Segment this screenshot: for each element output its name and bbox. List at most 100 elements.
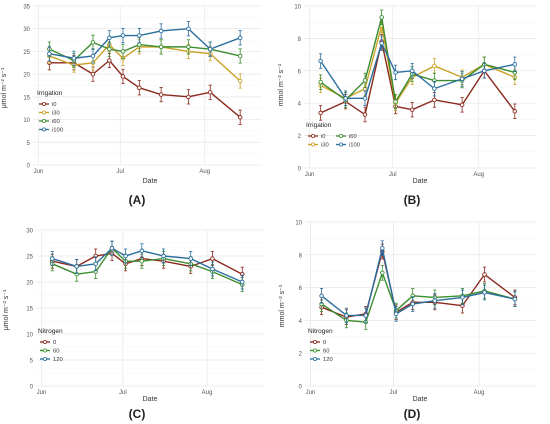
data-point	[107, 35, 112, 41]
y-tick-label: 20	[26, 281, 33, 287]
chart-d: 0 2 4 6 8 10 Jun Jul Aug Date mmol m⁻² s⁻¹ Nitrogen…	[279, 221, 537, 403]
series-line-60	[321, 272, 516, 323]
panel-label-d: (D)	[404, 407, 421, 421]
data-point	[432, 63, 437, 69]
x-tick-label: Aug	[473, 172, 484, 178]
data-point	[240, 279, 245, 285]
series-line-i60	[49, 41, 241, 62]
y-tick-label: 0	[30, 385, 34, 391]
series-line-i0	[320, 40, 516, 116]
data-point	[90, 40, 96, 45]
legend-swatch-point	[43, 348, 48, 353]
legend-title: Irrigation	[37, 90, 63, 97]
y-tick-label: 10	[26, 333, 33, 339]
legend-label-0: 0	[323, 340, 326, 346]
legend-swatch-point	[42, 110, 47, 115]
data-point	[207, 46, 213, 52]
y-tick-label: 0	[298, 167, 302, 173]
data-point	[74, 264, 79, 269]
panel-label-a: (A)	[129, 193, 146, 207]
series-line-i0	[49, 59, 241, 118]
legend-swatch-point	[43, 356, 48, 361]
data-point	[393, 311, 399, 317]
data-point	[482, 68, 487, 74]
data-point	[432, 298, 438, 303]
legend-swatch-point	[312, 356, 317, 361]
legend-swatch-point	[42, 102, 47, 107]
data-point	[432, 86, 437, 91]
data-point	[158, 44, 164, 50]
y-tick-label: 5	[30, 359, 34, 365]
x-axis-label: Date	[413, 178, 428, 185]
data-point	[188, 256, 193, 261]
x-axis-label: Date	[143, 178, 158, 185]
data-point	[379, 15, 384, 20]
data-point	[459, 76, 465, 82]
y-tick-label: 4	[298, 102, 302, 108]
legend-label-60: 60	[323, 349, 329, 355]
data-point	[107, 46, 112, 52]
y-tick-label: 0	[27, 164, 31, 170]
y-tick-label: 6	[298, 69, 302, 75]
series-line-120	[321, 247, 516, 317]
data-point	[237, 35, 243, 41]
y-tick-label: 2	[298, 134, 302, 140]
data-point	[393, 70, 398, 75]
data-point	[410, 301, 415, 307]
y-axis-label: μmol m⁻² s⁻¹	[3, 289, 10, 330]
data-point	[137, 85, 142, 91]
data-point	[158, 92, 164, 97]
legend-label-i30: i30	[321, 143, 329, 149]
data-point	[50, 256, 55, 261]
y-tick-label: 0	[299, 385, 303, 391]
y-tick-label: 10	[294, 5, 301, 11]
x-tick-label: Jun	[34, 169, 44, 175]
panel-label-b: (B)	[404, 193, 421, 207]
data-point	[120, 74, 126, 79]
y-tick-label: 25	[23, 50, 30, 56]
data-point	[237, 53, 243, 59]
y-tick-label: 8	[299, 253, 303, 259]
data-point	[210, 256, 215, 261]
legend-label-i60: i60	[349, 134, 357, 140]
legend-label-120: 120	[323, 357, 333, 363]
legend-label-i30: i30	[52, 111, 60, 117]
y-axis-label: mmol m⁻² s⁻¹	[278, 63, 285, 106]
data-point	[409, 107, 415, 112]
legend-swatch-point	[310, 142, 315, 147]
data-point	[512, 62, 518, 67]
data-point	[362, 78, 368, 83]
y-axis-label: mmol m⁻² s⁻¹	[279, 284, 286, 327]
y-tick-label: 5	[27, 141, 31, 147]
y-tick-label: 8	[298, 37, 302, 43]
y-tick-label: 6	[299, 286, 303, 292]
y-tick-label: 30	[26, 229, 33, 235]
legend-swatch-point	[312, 339, 317, 344]
legend-title: Nitrogen	[38, 328, 63, 335]
legend-label-i0: i0	[52, 102, 57, 108]
data-point	[482, 290, 487, 295]
data-point	[137, 42, 142, 47]
series-line-120	[52, 247, 243, 283]
data-point	[90, 71, 96, 77]
x-axis-label: Date	[143, 396, 158, 403]
y-tick-label: 30	[23, 27, 30, 33]
data-point	[109, 245, 115, 251]
legend-label-60: 60	[53, 349, 59, 355]
legend-label-120: 120	[53, 357, 63, 363]
series-line-i30	[320, 24, 516, 104]
data-point	[380, 270, 385, 276]
legend-title: Irrigation	[306, 122, 332, 129]
panel-label-c: (C)	[129, 407, 146, 421]
y-tick-label: 35	[23, 5, 30, 11]
y-tick-label: 10	[23, 118, 30, 124]
data-point	[137, 33, 142, 38]
series-line-i100	[320, 42, 515, 100]
data-point	[90, 53, 96, 59]
data-point	[318, 58, 323, 64]
data-point	[512, 296, 518, 302]
data-point	[460, 295, 465, 300]
data-point	[123, 253, 128, 259]
data-point	[186, 94, 191, 100]
y-tick-label: 4	[299, 319, 303, 325]
